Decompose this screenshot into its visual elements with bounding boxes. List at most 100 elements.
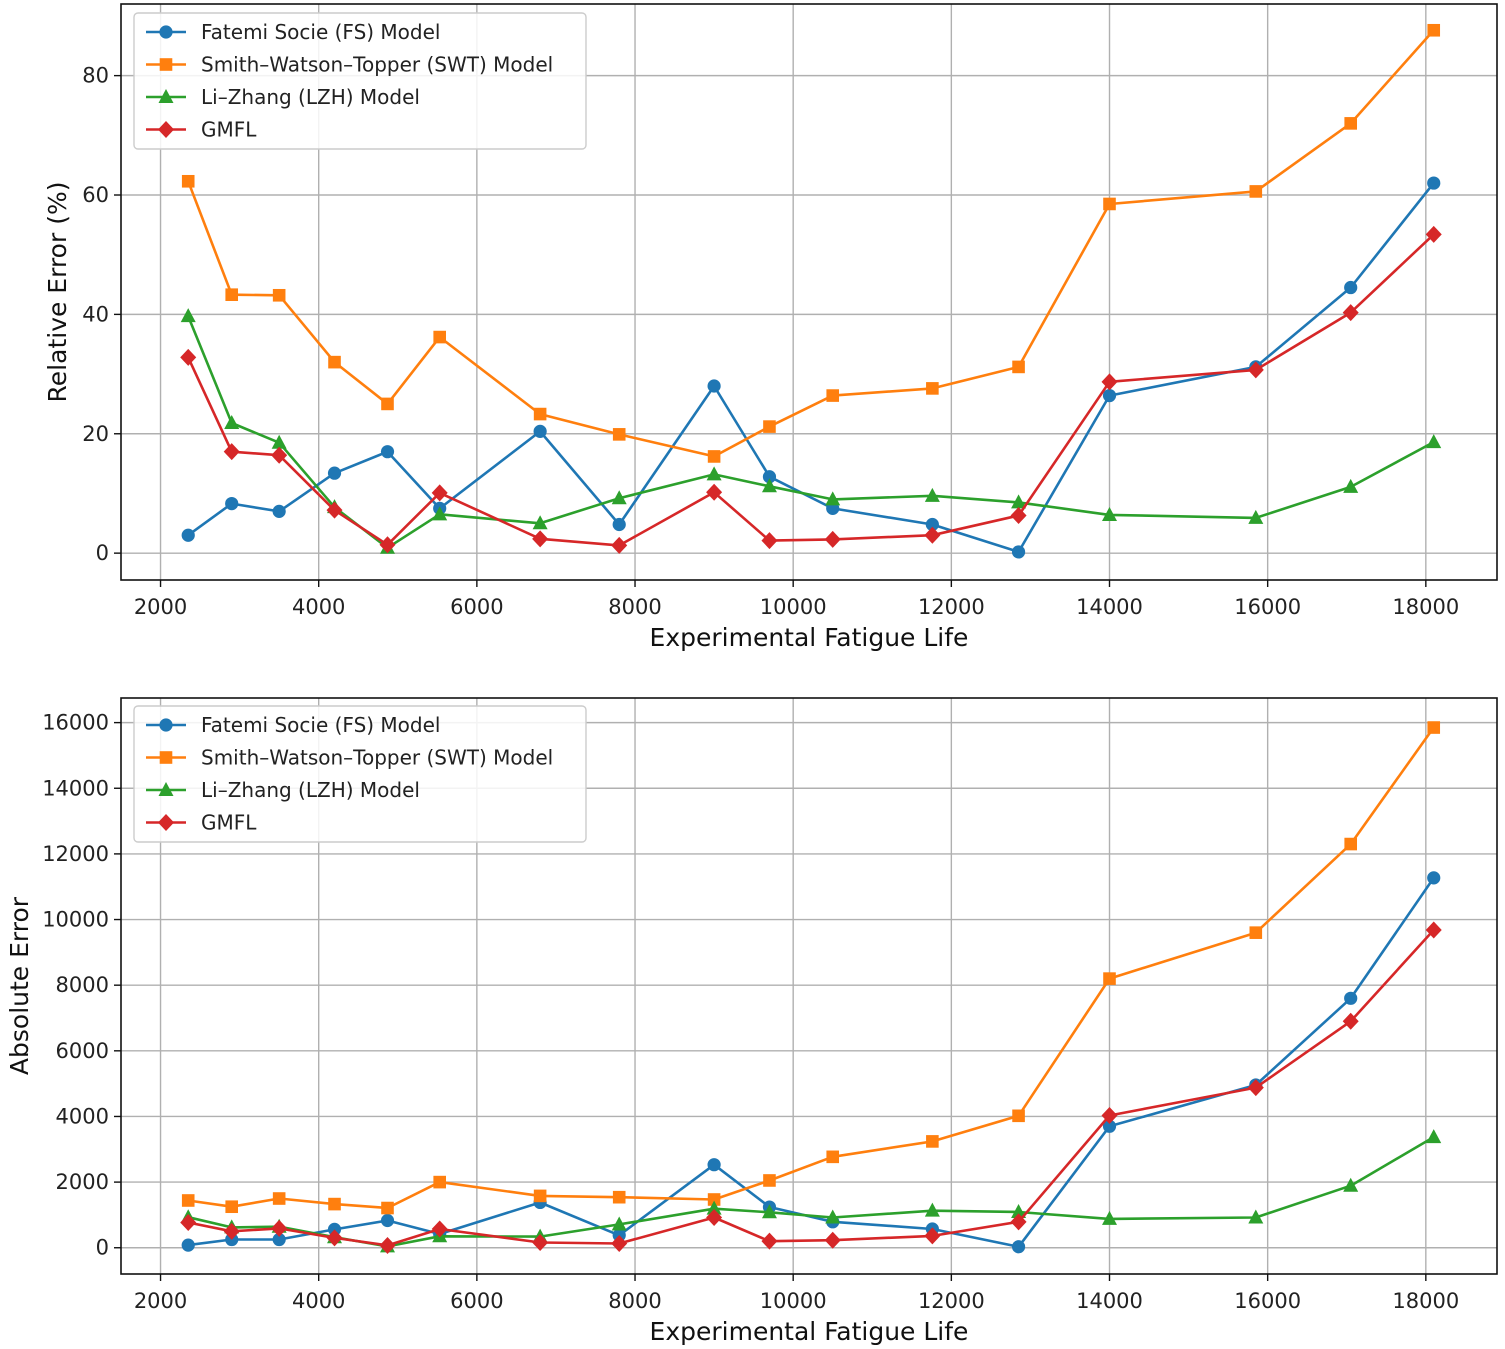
x-tick-label: 2000	[134, 595, 187, 619]
data-point-circle	[612, 517, 626, 532]
legend-label: Fatemi Socie (FS) Model	[201, 20, 440, 44]
data-point-circle	[1344, 280, 1358, 295]
data-point-circle	[1011, 1240, 1026, 1254]
data-point-triangle	[1426, 434, 1442, 449]
data-point-square	[612, 1190, 626, 1204]
data-point-square	[1427, 23, 1441, 37]
legend: Fatemi Socie (FS) Model Smith–Watson–Topp…	[133, 705, 587, 843]
data-point-diamond	[1247, 1079, 1264, 1097]
data-point-diamond	[611, 536, 628, 554]
series-square	[181, 721, 1441, 1215]
legend-label: Li–Zhang (LZH) Model	[201, 778, 420, 802]
x-tick-label: 18000	[1392, 1289, 1459, 1313]
y-tick-label: 20	[82, 422, 109, 446]
data-point-square	[159, 58, 173, 71]
y-tick-label: 8000	[56, 973, 109, 997]
y-tick-label: 10000	[42, 908, 109, 932]
data-point-triangle	[761, 478, 777, 493]
y-tick-label: 2000	[56, 1170, 109, 1194]
data-point-triangle	[706, 1200, 722, 1215]
data-point-triangle	[158, 89, 174, 103]
legend-label: Fatemi Socie (FS) Model	[201, 713, 440, 737]
data-point-triangle	[611, 490, 627, 505]
x-tick-label: 16000	[1234, 595, 1301, 619]
data-point-triangle	[1248, 1209, 1264, 1224]
data-point-triangle	[532, 515, 548, 530]
data-point-diamond	[1101, 373, 1118, 391]
x-tick-label: 6000	[450, 1289, 503, 1313]
x-tick-label: 8000	[608, 595, 661, 619]
data-point-square	[159, 751, 173, 764]
data-point-square	[272, 288, 286, 302]
data-point-square	[763, 420, 776, 433]
data-point-circle	[1427, 871, 1441, 885]
x-tick-label: 14000	[1076, 595, 1143, 619]
data-point-circle	[707, 379, 721, 393]
data-point-diamond	[326, 501, 343, 519]
data-point-diamond	[924, 1227, 941, 1245]
data-point-circle	[533, 424, 547, 438]
data-point-square	[826, 1150, 840, 1164]
data-point-triangle	[825, 1209, 841, 1224]
data-point-square	[1344, 837, 1358, 851]
data-point-diamond	[532, 530, 549, 548]
relative-error-chart: 2000 4000 6000 8000 10000 12000 14000 16000 1800…	[43, 3, 1498, 652]
series-triangle	[180, 308, 1442, 554]
data-point-diamond	[379, 536, 396, 554]
y-tick-label: 80	[82, 64, 109, 88]
legend-box	[133, 12, 587, 150]
data-point-diamond	[1010, 1213, 1027, 1231]
legend-label: Li–Zhang (LZH) Model	[201, 85, 420, 109]
data-point-triangle	[1011, 494, 1027, 509]
series-triangle	[180, 1129, 1442, 1253]
plot-frame	[120, 3, 1498, 581]
y-tick-label: 60	[82, 183, 109, 207]
data-point-square	[1344, 117, 1358, 130]
data-point-square	[533, 1189, 547, 1203]
data-point-square	[926, 382, 939, 395]
data-point-diamond	[1425, 225, 1442, 243]
data-point-square	[433, 1175, 446, 1189]
data-point-diamond	[1342, 304, 1359, 322]
legend-label: GMFL	[201, 118, 257, 142]
data-point-triangle	[924, 487, 940, 502]
data-point-circle	[181, 1238, 195, 1252]
data-point-diamond	[924, 526, 941, 544]
series-line	[186, 315, 1435, 550]
series-line	[187, 1135, 1435, 1248]
x-tick-label: 6000	[450, 595, 503, 619]
data-point-square	[1012, 1109, 1025, 1123]
data-point-square	[328, 355, 341, 369]
data-point-square	[272, 1192, 286, 1205]
data-point-diamond	[824, 530, 841, 548]
data-point-square	[707, 1193, 721, 1206]
data-point-circle	[762, 470, 777, 484]
x-tick-label: 4000	[292, 595, 345, 619]
data-point-triangle	[924, 1202, 940, 1217]
data-point-triangle	[706, 466, 722, 481]
data-point-square	[225, 1200, 239, 1214]
data-point-diamond	[761, 532, 778, 550]
data-point-circle	[327, 466, 342, 480]
y-tick-label: 12000	[42, 842, 109, 866]
x-tick-label: 10000	[760, 1289, 827, 1313]
x-tick-label: 14000	[1076, 1289, 1143, 1313]
data-point-diamond	[271, 1219, 288, 1237]
absolute-error-chart: 2000 4000 6000 8000 10000 12000 14000 16000 1800…	[5, 697, 1498, 1346]
data-point-circle	[380, 1213, 395, 1228]
data-point-square	[826, 389, 840, 402]
x-tick-label: 18000	[1392, 595, 1459, 619]
data-point-diamond	[158, 121, 174, 138]
data-point-diamond	[326, 1229, 343, 1247]
data-point-circle	[1011, 545, 1026, 559]
data-point-square	[533, 407, 547, 421]
data-point-circle	[380, 445, 395, 459]
data-point-diamond	[180, 1213, 197, 1231]
y-tick-label: 40	[82, 302, 109, 326]
data-point-triangle	[1426, 1129, 1442, 1144]
data-point-triangle	[1102, 1210, 1118, 1225]
data-point-square	[433, 330, 446, 344]
data-point-circle	[1102, 388, 1117, 403]
data-point-diamond	[706, 1209, 723, 1227]
